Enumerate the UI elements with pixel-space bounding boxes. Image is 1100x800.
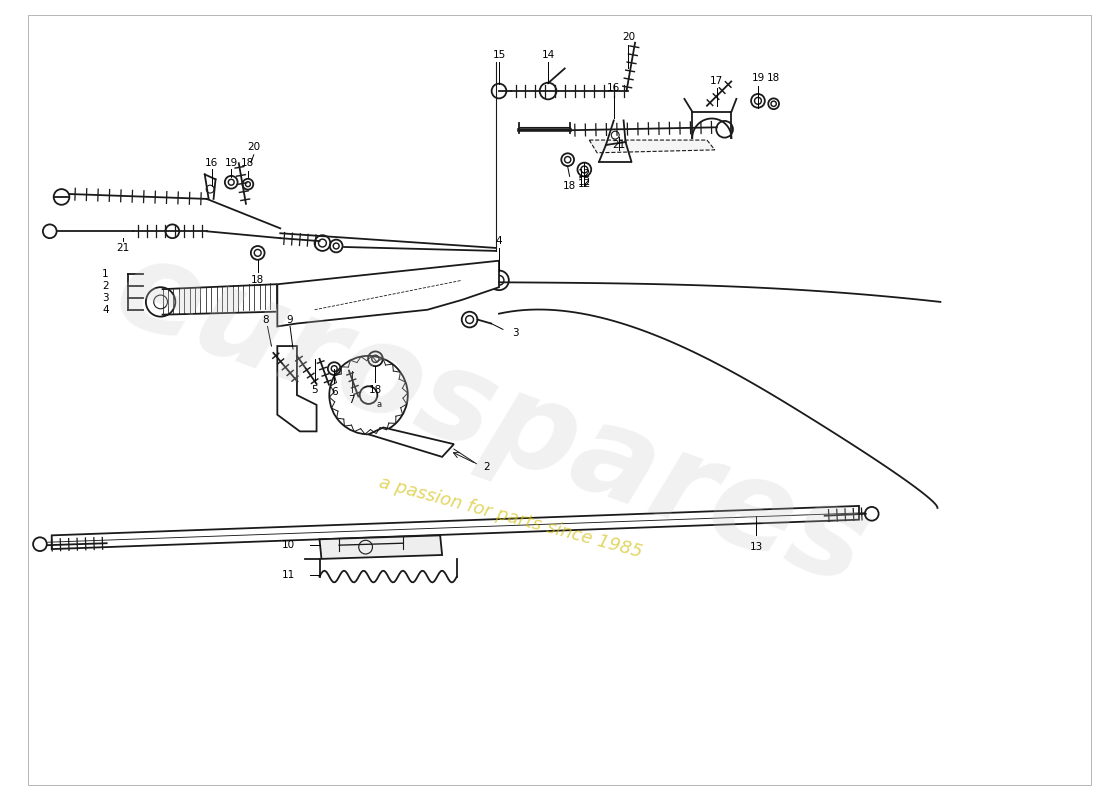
Text: 4: 4 xyxy=(496,236,503,246)
Text: 8: 8 xyxy=(262,314,268,325)
Text: 18: 18 xyxy=(241,158,254,168)
Circle shape xyxy=(54,189,69,205)
Circle shape xyxy=(865,507,879,521)
Text: a passion for parts since 1985: a passion for parts since 1985 xyxy=(377,474,645,562)
Text: 3: 3 xyxy=(102,293,109,303)
Text: 7: 7 xyxy=(349,395,355,405)
Text: 21: 21 xyxy=(612,140,625,150)
Circle shape xyxy=(716,121,733,138)
Text: 3: 3 xyxy=(513,328,519,338)
Text: 18: 18 xyxy=(767,74,780,83)
Text: 13: 13 xyxy=(749,542,762,552)
Text: eurospares: eurospares xyxy=(99,228,883,612)
Text: 12: 12 xyxy=(578,170,591,179)
Circle shape xyxy=(33,538,47,551)
Circle shape xyxy=(165,225,179,238)
Text: 17: 17 xyxy=(711,76,724,86)
Text: 1: 1 xyxy=(102,270,109,279)
Text: 11: 11 xyxy=(282,570,295,579)
Text: 9: 9 xyxy=(287,314,294,325)
Circle shape xyxy=(492,84,506,98)
Text: 2: 2 xyxy=(483,462,490,472)
Polygon shape xyxy=(52,506,859,549)
Circle shape xyxy=(43,225,56,238)
Text: a: a xyxy=(376,400,382,409)
Text: 18: 18 xyxy=(563,181,576,191)
Text: 2: 2 xyxy=(102,282,109,291)
Circle shape xyxy=(329,356,408,434)
Text: 20: 20 xyxy=(248,142,261,152)
Polygon shape xyxy=(277,346,317,431)
Text: 18: 18 xyxy=(368,385,382,395)
Text: 14: 14 xyxy=(541,50,554,60)
Text: 21: 21 xyxy=(117,243,130,253)
Text: 16: 16 xyxy=(205,158,218,168)
Text: 6: 6 xyxy=(331,387,338,397)
Text: 19: 19 xyxy=(224,158,238,168)
Text: 12: 12 xyxy=(578,179,591,190)
Text: 15: 15 xyxy=(493,50,506,60)
Text: 18: 18 xyxy=(251,275,264,286)
Polygon shape xyxy=(319,535,442,559)
Polygon shape xyxy=(368,427,454,457)
Circle shape xyxy=(146,287,175,317)
Text: 4: 4 xyxy=(102,305,109,314)
Text: 16: 16 xyxy=(607,83,620,93)
Circle shape xyxy=(540,82,557,99)
Text: 20: 20 xyxy=(621,32,635,42)
Polygon shape xyxy=(277,261,499,326)
Text: 19: 19 xyxy=(751,74,764,83)
Polygon shape xyxy=(590,140,715,153)
Text: 10: 10 xyxy=(282,540,295,550)
Text: 12: 12 xyxy=(578,178,591,187)
Text: 5: 5 xyxy=(311,385,318,395)
